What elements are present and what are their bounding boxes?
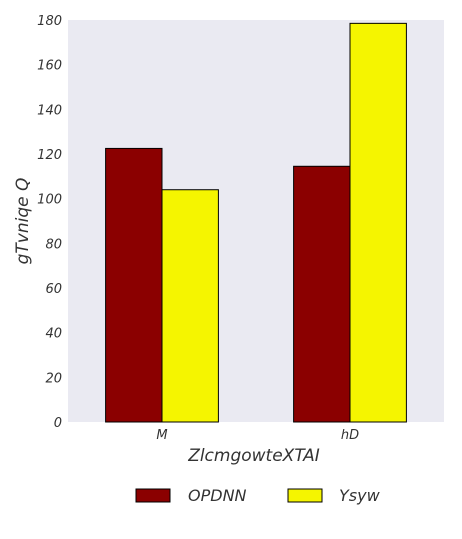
y-axis-ticks: 0 20 40 60 80 100 120 140 160 180 [37,14,62,431]
y-tick-label: 0 [54,416,62,431]
legend: OPDNN Ysyw [135,486,381,505]
bar-opdnn-m [105,147,163,423]
legend-label-opdnn: OPDNN [188,486,247,505]
x-tick-label: hD [341,428,359,443]
legend-swatch-ysyw [287,488,323,503]
y-tick-label: 120 [37,148,62,163]
x-tick-label: M [156,428,167,443]
y-tick-label: 100 [37,193,62,208]
bar-ysyw-hd [349,22,407,423]
bar-opdnn-hd [293,165,351,423]
y-tick-label: 60 [45,282,62,297]
legend-label-ysyw: Ysyw [339,486,381,505]
bar-group [105,22,407,423]
y-axis-title: gTvniqe Q [13,178,33,265]
y-tick-label: 160 [37,59,62,74]
y-tick-label: 40 [45,327,62,342]
y-tick-label: 80 [45,237,62,252]
y-tick-label: 180 [37,14,62,29]
y-tick-label: 20 [45,371,62,386]
y-tick-label: 140 [37,103,62,118]
bar-ysyw-m [161,189,219,423]
legend-swatch-opdnn [135,488,171,503]
x-axis-title: ZlcmgowteXTAI [187,446,320,466]
